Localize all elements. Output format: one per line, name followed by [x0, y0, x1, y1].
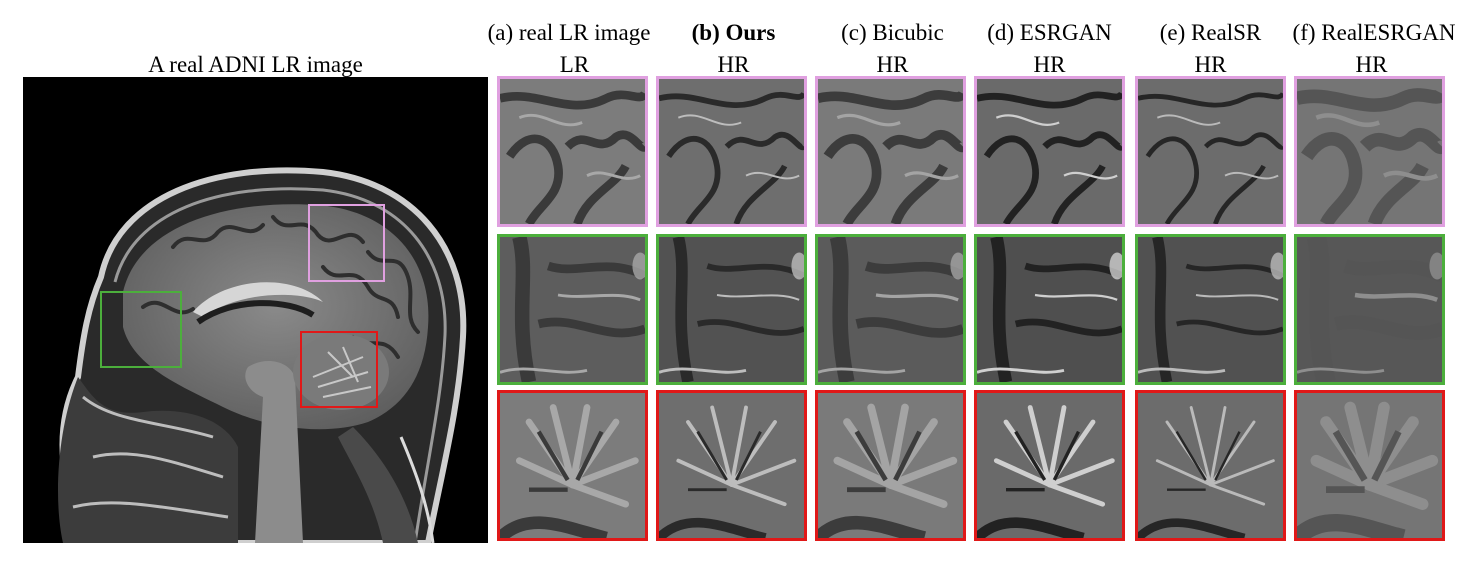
crop-texture	[977, 393, 1122, 538]
roi-box-cortex	[308, 204, 385, 282]
column-sub-c: HR	[876, 52, 909, 77]
crop-texture	[659, 237, 804, 382]
column-label-c: (c) Bicubic	[841, 20, 944, 45]
crop-texture	[1138, 79, 1283, 224]
crop-texture	[1297, 393, 1442, 538]
crop-texture	[659, 79, 804, 224]
main-image-title: A real ADNI LR image	[148, 52, 363, 77]
column-label-a: (a) real LR image	[487, 20, 651, 45]
roi-box-frontal	[100, 291, 182, 368]
column-label-f: (f) RealESRGAN	[1292, 20, 1456, 45]
column-sub-a: LR	[559, 52, 590, 77]
crop-texture	[1138, 237, 1283, 382]
column-sub-d: HR	[1033, 52, 1066, 77]
roi-box-cerebellum	[300, 331, 378, 408]
crop-texture	[818, 237, 963, 382]
column-sub-f: HR	[1355, 52, 1388, 77]
crop-cerebellum-e	[1135, 390, 1286, 541]
crop-cortex-c	[815, 76, 966, 227]
crop-cerebellum-c	[815, 390, 966, 541]
crop-texture	[1297, 79, 1442, 224]
crop-texture	[818, 393, 963, 538]
crop-cerebellum-d	[974, 390, 1125, 541]
column-label-e: (e) RealSR	[1159, 20, 1262, 45]
crop-frontal-c	[815, 234, 966, 385]
crop-cortex-b	[656, 76, 807, 227]
crop-cortex-f	[1294, 76, 1445, 227]
crop-frontal-d	[974, 234, 1125, 385]
crop-cortex-e	[1135, 76, 1286, 227]
column-label-b: (b) Ours	[691, 20, 776, 45]
crop-texture	[977, 237, 1122, 382]
crop-frontal-f	[1294, 234, 1445, 385]
crop-cerebellum-f	[1294, 390, 1445, 541]
crop-frontal-a	[497, 234, 648, 385]
crop-texture	[977, 79, 1122, 224]
crop-cortex-d	[974, 76, 1125, 227]
crop-cerebellum-b	[656, 390, 807, 541]
crop-texture	[818, 79, 963, 224]
brain-drawing	[23, 77, 488, 543]
crop-frontal-b	[656, 234, 807, 385]
crop-texture	[500, 237, 645, 382]
crop-texture	[500, 393, 645, 538]
crop-texture	[500, 79, 645, 224]
crop-frontal-e	[1135, 234, 1286, 385]
column-sub-e: HR	[1194, 52, 1227, 77]
column-label-d: (d) ESRGAN	[987, 20, 1112, 45]
crop-texture	[1138, 393, 1283, 538]
crop-cerebellum-a	[497, 390, 648, 541]
crop-cortex-a	[497, 76, 648, 227]
crop-texture	[1297, 237, 1442, 382]
crop-texture	[659, 393, 804, 538]
column-sub-b: HR	[717, 52, 750, 77]
sagittal-mri-image	[23, 77, 488, 543]
